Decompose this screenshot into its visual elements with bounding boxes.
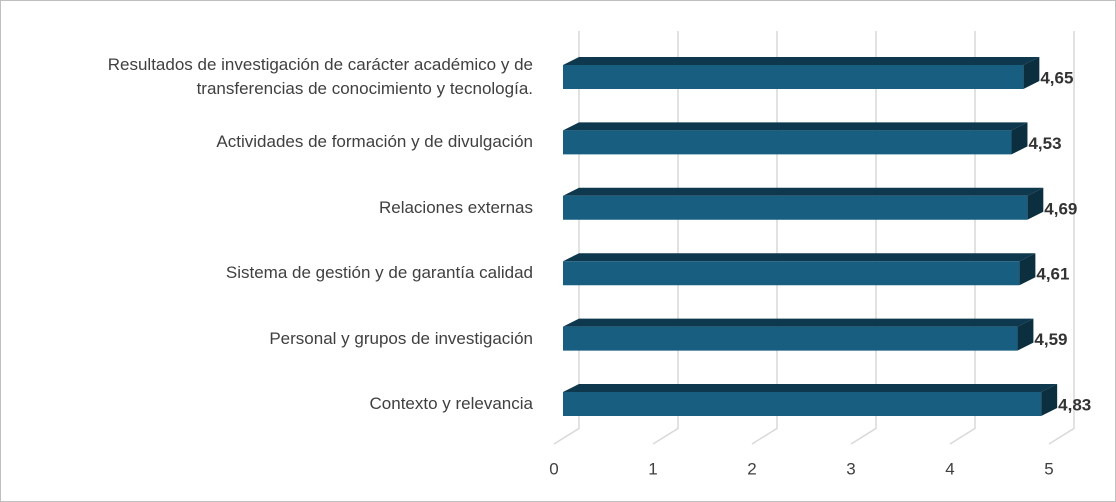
bar-top	[563, 122, 1028, 131]
bar-top	[563, 187, 1044, 196]
bar	[563, 57, 1040, 89]
value-label: 4,65	[1040, 68, 1073, 87]
bar-front	[563, 130, 1012, 155]
x-tick-label: 0	[549, 459, 558, 478]
bar	[563, 122, 1028, 155]
grid-line	[850, 31, 877, 445]
bar	[563, 187, 1044, 220]
grid-line	[1048, 31, 1075, 445]
value-label: 4,69	[1044, 199, 1077, 218]
category-label: Resultados de investigación de carácter …	[107, 55, 533, 98]
bar	[563, 253, 1036, 286]
category-label: Actividades de formación y de divulgació…	[216, 132, 533, 152]
bar-front	[563, 326, 1018, 351]
x-tick-label: 1	[648, 459, 657, 478]
value-label: 4,53	[1028, 134, 1061, 153]
grid-line	[949, 31, 976, 445]
bar-side	[1019, 253, 1036, 286]
value-label: 4,83	[1058, 395, 1091, 414]
bar-side	[1017, 318, 1034, 351]
value-label: 4,61	[1036, 265, 1069, 284]
x-tick-label: 3	[846, 459, 855, 478]
value-label: 4,59	[1034, 330, 1067, 349]
category-label: Personal y grupos de investigación	[269, 328, 533, 348]
bar-top	[563, 253, 1036, 262]
bar-top	[563, 384, 1058, 392]
bar-top	[563, 57, 1040, 65]
category-label: Contexto y relevancia	[369, 394, 533, 413]
bar-front	[563, 195, 1028, 220]
category-label: Sistema de gestión y de garantía calidad	[225, 263, 533, 283]
category-label: Relaciones externas	[378, 197, 533, 217]
bar	[563, 384, 1058, 416]
grid-line	[553, 31, 580, 445]
bar-side	[1023, 57, 1040, 89]
bar-top	[563, 318, 1034, 327]
grid-line	[652, 31, 679, 445]
bar-side	[1041, 384, 1058, 416]
x-tick-label: 5	[1044, 459, 1053, 478]
bar-front	[563, 65, 1024, 89]
bar-front	[563, 392, 1042, 416]
bar-side	[1027, 187, 1044, 220]
bar	[563, 318, 1034, 351]
grid-line	[751, 31, 778, 445]
bar-front	[563, 261, 1020, 286]
bar-side	[1011, 122, 1028, 155]
x-tick-label: 2	[747, 459, 756, 478]
x-tick-label: 4	[945, 459, 954, 478]
